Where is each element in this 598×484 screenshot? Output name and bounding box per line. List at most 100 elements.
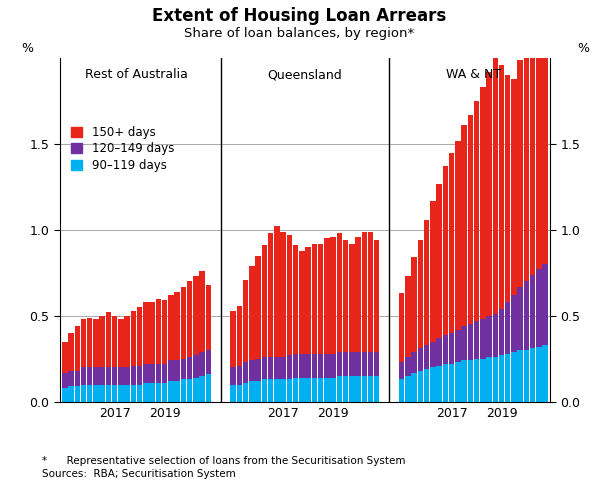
Bar: [193, 355, 199, 378]
Bar: [199, 376, 205, 402]
Bar: [461, 361, 467, 402]
Bar: [324, 354, 329, 378]
Bar: [262, 379, 267, 402]
Bar: [443, 364, 448, 402]
Bar: [150, 302, 155, 364]
Bar: [343, 376, 348, 402]
Bar: [437, 365, 442, 402]
Bar: [293, 378, 298, 402]
Bar: [274, 379, 280, 402]
Bar: [181, 287, 186, 359]
Bar: [243, 280, 248, 362]
Bar: [155, 383, 161, 402]
Bar: [99, 316, 105, 367]
Bar: [181, 359, 186, 379]
Bar: [255, 256, 261, 359]
Bar: [118, 384, 124, 402]
Bar: [75, 371, 80, 386]
Bar: [199, 271, 205, 352]
Bar: [493, 314, 498, 357]
Bar: [536, 347, 542, 402]
Bar: [374, 352, 380, 376]
Bar: [511, 295, 517, 352]
Bar: [286, 379, 292, 402]
Bar: [230, 384, 236, 402]
Bar: [206, 285, 211, 350]
Bar: [131, 384, 136, 402]
Bar: [274, 357, 280, 379]
Bar: [461, 125, 467, 326]
Text: WA & NT: WA & NT: [446, 68, 501, 81]
Bar: [374, 376, 380, 402]
Bar: [474, 101, 479, 321]
Text: *      Representative selection of loans from the Securitisation System: * Representative selection of loans from…: [42, 455, 405, 466]
Bar: [480, 359, 486, 402]
Bar: [62, 342, 68, 373]
Bar: [362, 376, 367, 402]
Bar: [399, 293, 404, 362]
Bar: [542, 264, 548, 345]
Bar: [343, 240, 348, 352]
Bar: [430, 367, 435, 402]
Bar: [143, 302, 149, 364]
Bar: [230, 311, 236, 367]
Bar: [137, 307, 142, 365]
Bar: [417, 348, 423, 371]
Bar: [530, 274, 535, 348]
Bar: [87, 318, 93, 367]
Bar: [155, 364, 161, 383]
Bar: [424, 220, 429, 345]
Text: Queensland: Queensland: [268, 68, 342, 81]
Bar: [87, 384, 93, 402]
Bar: [449, 152, 454, 333]
Bar: [106, 367, 111, 384]
Bar: [280, 357, 286, 379]
Bar: [175, 361, 180, 381]
Bar: [155, 299, 161, 364]
Bar: [368, 232, 373, 352]
Bar: [430, 201, 435, 342]
Bar: [536, 270, 542, 347]
Bar: [437, 183, 442, 338]
Bar: [230, 367, 236, 384]
Bar: [124, 367, 130, 384]
Bar: [249, 266, 255, 361]
Bar: [349, 352, 355, 376]
Bar: [524, 350, 529, 402]
Bar: [268, 357, 273, 379]
Bar: [81, 319, 86, 367]
Bar: [337, 352, 342, 376]
Bar: [399, 379, 404, 402]
Bar: [349, 243, 355, 352]
Bar: [449, 364, 454, 402]
Bar: [199, 352, 205, 376]
Bar: [443, 335, 448, 364]
Bar: [368, 376, 373, 402]
Bar: [318, 354, 324, 378]
Legend: 150+ days, 120–149 days, 90–119 days: 150+ days, 120–149 days, 90–119 days: [71, 126, 174, 172]
Bar: [293, 354, 298, 378]
Bar: [306, 247, 311, 354]
Text: Share of loan balances, by region*: Share of loan balances, by region*: [184, 27, 414, 40]
Bar: [443, 166, 448, 335]
Bar: [93, 384, 99, 402]
Bar: [87, 367, 93, 384]
Bar: [193, 378, 199, 402]
Bar: [405, 376, 411, 402]
Bar: [68, 386, 74, 402]
Bar: [299, 354, 304, 378]
Bar: [206, 350, 211, 374]
Bar: [106, 384, 111, 402]
Bar: [461, 326, 467, 361]
Bar: [299, 378, 304, 402]
Bar: [337, 233, 342, 352]
Bar: [424, 369, 429, 402]
Bar: [524, 45, 529, 281]
Bar: [312, 378, 317, 402]
Bar: [137, 365, 142, 384]
Bar: [181, 379, 186, 402]
Bar: [542, 345, 548, 402]
Bar: [542, 0, 548, 264]
Bar: [99, 367, 105, 384]
Bar: [187, 379, 193, 402]
